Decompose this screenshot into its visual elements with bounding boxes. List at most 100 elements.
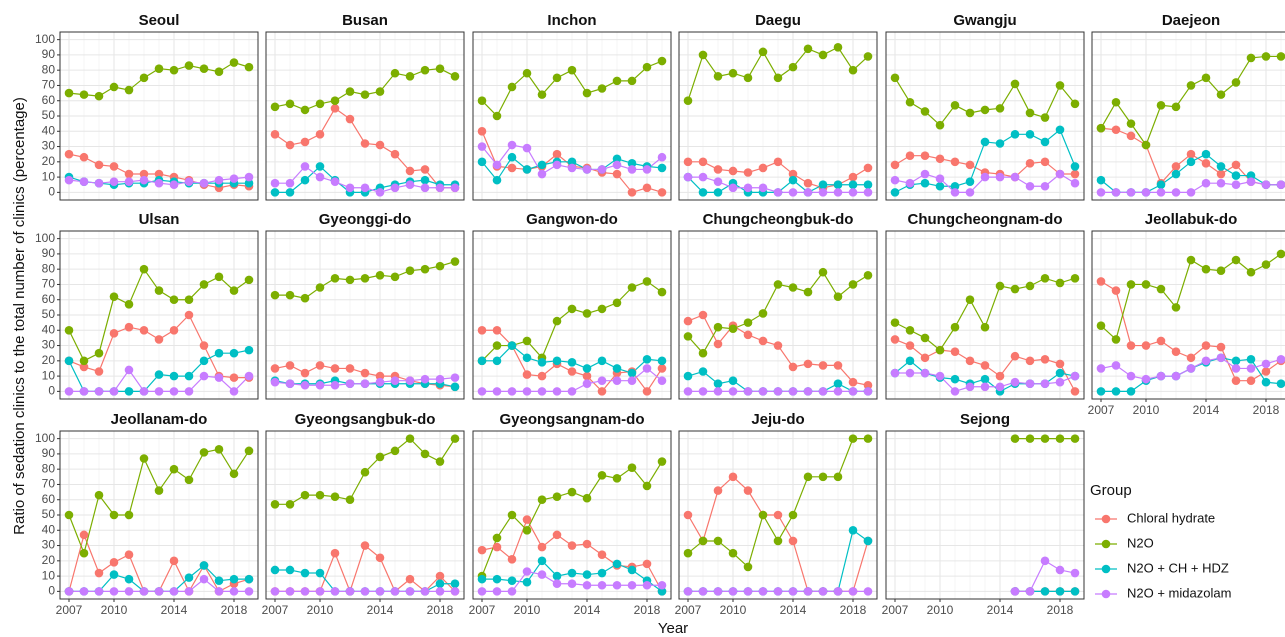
data-point xyxy=(597,387,607,396)
data-point xyxy=(154,335,164,344)
data-point xyxy=(743,587,753,596)
y-tick-label: 40 xyxy=(42,123,56,137)
panel-title: Chungcheongbuk-do xyxy=(703,211,854,228)
data-point xyxy=(713,188,723,197)
data-point xyxy=(995,382,1005,392)
data-point xyxy=(300,368,310,378)
data-point xyxy=(1025,356,1035,366)
data-point xyxy=(1216,178,1226,188)
data-point xyxy=(698,387,708,396)
data-point xyxy=(627,368,637,378)
x-tick-label: 2018 xyxy=(840,603,867,617)
data-point xyxy=(1126,131,1136,141)
panel-title: Gwangju xyxy=(953,12,1016,29)
data-point xyxy=(627,565,637,575)
data-point xyxy=(1126,341,1136,350)
data-point xyxy=(154,587,164,596)
data-point xyxy=(450,579,460,589)
data-point xyxy=(935,181,945,191)
data-point xyxy=(94,387,104,396)
data-point xyxy=(818,50,828,60)
panel-border xyxy=(59,230,259,400)
data-point xyxy=(360,368,370,378)
data-point xyxy=(270,130,280,139)
data-point xyxy=(507,82,517,92)
data-point xyxy=(169,387,179,396)
data-point xyxy=(507,587,517,596)
data-point xyxy=(1096,364,1106,373)
data-point xyxy=(683,96,693,106)
data-point xyxy=(713,322,723,332)
data-point xyxy=(627,165,637,174)
data-point xyxy=(642,354,652,364)
data-point xyxy=(229,286,239,295)
data-point xyxy=(552,530,562,540)
data-point xyxy=(905,341,915,350)
data-point xyxy=(405,266,415,276)
data-point xyxy=(597,84,607,93)
data-point xyxy=(330,177,340,186)
x-tick-label: 2014 xyxy=(1193,403,1220,417)
data-point xyxy=(109,329,119,338)
data-point xyxy=(965,160,975,170)
data-point xyxy=(1010,434,1020,443)
data-point xyxy=(477,142,487,151)
data-point xyxy=(285,188,295,197)
data-point xyxy=(743,318,753,327)
data-point xyxy=(375,452,385,462)
data-point xyxy=(477,157,487,167)
data-point xyxy=(1261,359,1271,369)
data-point xyxy=(863,180,873,190)
data-point xyxy=(184,587,194,596)
data-point xyxy=(300,568,310,578)
y-tick-label: 0 xyxy=(48,185,55,199)
data-point xyxy=(683,172,693,182)
y-tick-label: 50 xyxy=(42,307,56,321)
data-point xyxy=(905,368,915,378)
data-point xyxy=(154,178,164,188)
data-point xyxy=(507,152,517,162)
data-point xyxy=(477,574,487,584)
panel-title: Sejong xyxy=(960,411,1010,428)
data-point xyxy=(833,42,843,52)
data-point xyxy=(507,576,517,585)
data-point xyxy=(507,140,517,150)
data-point xyxy=(698,587,708,596)
data-point xyxy=(492,387,502,396)
data-point xyxy=(567,358,577,367)
data-point xyxy=(758,387,768,396)
data-point xyxy=(64,356,74,366)
data-point xyxy=(950,374,960,384)
data-point xyxy=(330,274,340,283)
data-point xyxy=(477,96,487,106)
data-point xyxy=(698,536,708,546)
data-point xyxy=(1186,149,1196,159)
data-point xyxy=(405,434,415,443)
data-point xyxy=(657,163,667,173)
data-point xyxy=(612,169,622,179)
data-point xyxy=(920,333,930,343)
data-point xyxy=(627,283,637,292)
data-point xyxy=(522,353,532,363)
data-point xyxy=(713,71,723,81)
data-point xyxy=(567,579,577,589)
data-point xyxy=(1216,342,1226,352)
data-point xyxy=(743,562,753,572)
data-point xyxy=(833,472,843,482)
data-point xyxy=(758,309,768,318)
data-point xyxy=(345,495,355,505)
data-point xyxy=(567,65,577,75)
data-point xyxy=(657,287,667,297)
data-point xyxy=(522,515,532,524)
x-tick-label: 2014 xyxy=(574,603,601,617)
data-point xyxy=(315,587,325,596)
data-point xyxy=(360,139,370,148)
data-point xyxy=(698,157,708,167)
data-point xyxy=(1025,108,1035,118)
data-point xyxy=(184,387,194,396)
x-tick-label: 2007 xyxy=(56,603,83,617)
data-point xyxy=(552,73,562,83)
data-point xyxy=(154,370,164,379)
data-point xyxy=(522,567,532,576)
data-point xyxy=(477,387,487,396)
